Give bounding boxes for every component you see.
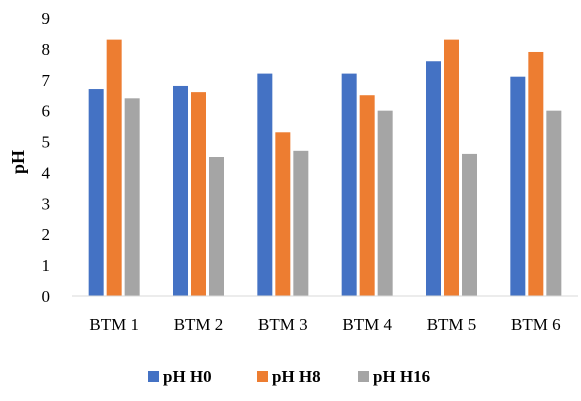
y-axis-ticks: 0 1 2 3 4 5 6 7 8 9 [42,9,51,306]
legend-swatch [358,371,369,382]
bar-ph-h0-5 [426,61,441,296]
y-tick-label: 4 [42,163,51,182]
bar-ph-h0-6 [510,76,526,296]
x-category-label: BTM 2 [174,315,224,334]
bar-ph-h16-5 [462,153,477,296]
x-category-label: BTM 4 [342,315,392,334]
bar-ph-h0-3 [257,73,273,296]
bar-ph-h8-5 [444,39,459,296]
bar-ph-h16-2 [209,157,224,296]
y-tick-label: 6 [42,102,51,121]
legend-swatch [148,371,159,382]
y-tick-label: 5 [42,133,51,152]
x-category-label: BTM 3 [258,315,308,334]
x-category-label: BTM 6 [511,315,561,334]
bar-ph-h0-1 [88,89,104,297]
bar-ph-h0-4 [341,73,357,296]
y-tick-label: 0 [42,287,51,306]
x-category-label: BTM 1 [89,315,139,334]
bar-ph-h0-2 [173,85,188,296]
y-tick-label: 9 [42,9,51,28]
x-axis-labels: BTM 1 BTM 2 BTM 3 BTM 4 BTM 5 BTM 6 [89,315,560,334]
legend-swatch [257,371,268,382]
bar-ph-h8-3 [275,132,291,296]
bar-ph-h8-1 [106,39,122,296]
y-tick-label: 8 [42,40,51,59]
bars [88,39,562,297]
legend-label: pH H0 [163,367,212,386]
y-tick-label: 3 [42,194,51,213]
legend-label: pH H16 [373,367,430,386]
bar-ph-h8-6 [528,51,544,296]
legend-label: pH H8 [272,367,321,386]
bar-ph-h16-3 [293,150,309,296]
x-category-label: BTM 5 [427,315,477,334]
bar-ph-h16-1 [124,98,140,296]
y-tick-label: 2 [42,225,51,244]
bar-ph-h8-4 [359,95,375,296]
bar-ph-h16-6 [546,110,562,297]
bar-ph-h16-4 [377,110,393,297]
y-tick-label: 7 [42,71,51,90]
legend: pH H0 pH H8 pH H16 [148,367,430,386]
bar-ph-h8-2 [191,92,206,296]
y-tick-label: 1 [42,256,51,275]
y-axis-title: pH [8,150,28,174]
